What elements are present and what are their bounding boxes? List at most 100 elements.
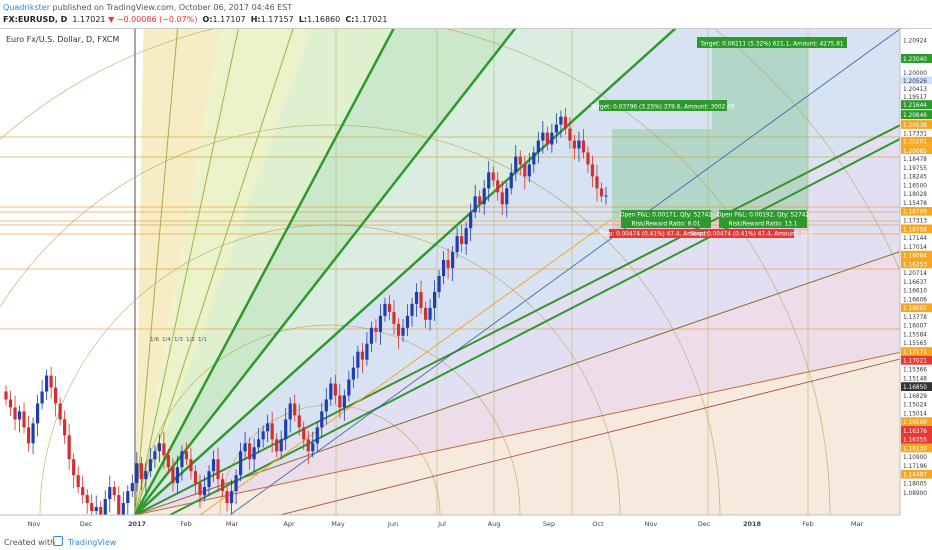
price-tag-text: 1.18758 bbox=[903, 227, 927, 233]
fan-ratio-label: 1/1 bbox=[198, 337, 207, 343]
gann-fan-wedge bbox=[135, 29, 221, 515]
candle-body bbox=[302, 427, 306, 440]
candle-body bbox=[342, 395, 346, 408]
price-tag bbox=[901, 206, 932, 216]
candle-body bbox=[284, 419, 288, 440]
fan-ray bbox=[134, 29, 179, 515]
time-tick-label: Sep bbox=[543, 520, 555, 528]
close-value: 1.17021 bbox=[354, 15, 388, 24]
candle-body bbox=[383, 303, 387, 316]
candle-body bbox=[238, 451, 243, 476]
price-tag bbox=[901, 364, 932, 374]
gann-arc bbox=[39, 224, 621, 515]
open-label: O: bbox=[202, 15, 213, 24]
pre-range-shade bbox=[0, 29, 135, 515]
candle-body bbox=[333, 383, 337, 396]
candle-body bbox=[455, 236, 459, 253]
tradingview-brand[interactable]: TradingView bbox=[68, 538, 117, 547]
candle-body bbox=[229, 491, 234, 504]
time-tick-label: Jun bbox=[387, 520, 398, 528]
candle-body bbox=[482, 188, 486, 205]
price-tag-text: 1.20924 bbox=[903, 38, 927, 44]
order-label-box bbox=[609, 229, 711, 238]
candle-body bbox=[423, 307, 428, 320]
time-tick-label: Oct bbox=[592, 520, 604, 528]
time-tick-label: Apr bbox=[283, 520, 295, 528]
time-tick-label: Mar bbox=[226, 520, 239, 528]
candle-body bbox=[193, 471, 198, 484]
candle-body bbox=[31, 423, 35, 444]
candle-body bbox=[252, 447, 256, 460]
price-tag bbox=[901, 242, 932, 252]
candle-body bbox=[554, 124, 558, 133]
price-tag-text: 1.15478 bbox=[903, 201, 927, 207]
price-tag bbox=[901, 110, 932, 120]
price-tag bbox=[901, 92, 932, 102]
price-tag-text: 1.17313 bbox=[903, 219, 927, 225]
price-tag-text: 1.16829 bbox=[903, 394, 927, 400]
publish-line: Quadrikster published on TradingView.com… bbox=[3, 3, 292, 12]
price-tag bbox=[901, 329, 932, 339]
candle-body bbox=[369, 327, 374, 344]
price-tag-text: 1.19755 bbox=[903, 166, 927, 172]
candle-body bbox=[568, 128, 572, 141]
candle-body bbox=[460, 236, 464, 245]
price-tag bbox=[901, 128, 932, 138]
created-with-text: Created with bbox=[4, 538, 56, 547]
time-tick-label: Feb bbox=[802, 520, 814, 528]
price-tag bbox=[901, 338, 932, 348]
candle-body bbox=[374, 327, 378, 332]
candle-body bbox=[76, 475, 80, 488]
candle-body bbox=[121, 503, 125, 515]
order-label-text: Target: 0.03796 (3.25%) 379.6, Amount: 3… bbox=[590, 105, 734, 111]
price-tag-text: 1.17014 bbox=[903, 245, 927, 251]
high-value: 1.17157 bbox=[260, 15, 294, 24]
candle-body bbox=[54, 387, 58, 404]
footer: Created with TradingView bbox=[0, 532, 932, 550]
candle-body bbox=[112, 487, 116, 496]
author-link[interactable]: Quadrikster bbox=[3, 3, 51, 12]
price-tag bbox=[901, 198, 932, 208]
price-tag-text: 1.18245 bbox=[903, 175, 927, 181]
time-tick-label: Nov bbox=[28, 520, 41, 528]
price-tag bbox=[901, 146, 932, 155]
chart-area[interactable]: 1/8 1/4 1/3 1/2 1/1 Target: 0.06211 (5.32%) 6… bbox=[0, 28, 932, 531]
candle-body bbox=[577, 140, 581, 149]
price-tag bbox=[901, 215, 932, 225]
price-tag-text: 1.16007 bbox=[903, 324, 927, 330]
candle-body bbox=[4, 391, 8, 400]
candle-body bbox=[338, 395, 342, 408]
price-tag-text: 1.16637 bbox=[903, 280, 927, 286]
candle-body bbox=[347, 379, 351, 396]
time-tick-label: 2017 bbox=[128, 520, 146, 528]
candle-body bbox=[351, 367, 355, 380]
order-label-text: Target: 0.06211 (5.32%) 621.1, Amount: 4… bbox=[699, 42, 843, 48]
change-value: −0.00086 (−0.07%) bbox=[116, 15, 198, 24]
candle-body bbox=[257, 439, 261, 448]
candle-body bbox=[171, 467, 175, 484]
ohlc-line: FX:EURUSD, D 1.17021 ▼ −0.00086 (−0.07%)… bbox=[3, 15, 387, 24]
candle-body bbox=[595, 176, 599, 189]
symbol-label: FX:EURUSD, D bbox=[3, 15, 68, 24]
candle-body bbox=[428, 307, 432, 320]
chart-svg[interactable]: 1/8 1/4 1/3 1/2 1/1 Target: 0.06211 (5.32%) 6… bbox=[0, 29, 932, 531]
candle-body bbox=[175, 467, 180, 484]
price-tag bbox=[901, 461, 932, 471]
time-tick-label: Dec bbox=[698, 520, 711, 528]
candle-body bbox=[320, 411, 324, 428]
candle-body bbox=[90, 503, 94, 512]
price-tag bbox=[901, 277, 932, 287]
price-tag-text: 1.16610 bbox=[903, 289, 927, 295]
order-label-box bbox=[599, 100, 727, 111]
price-tag bbox=[901, 68, 932, 78]
price-tag-text: 1.14487 bbox=[903, 473, 927, 479]
candle-body bbox=[464, 228, 468, 245]
candle-body bbox=[130, 483, 134, 492]
candle-body bbox=[356, 351, 360, 368]
candle-body bbox=[166, 455, 171, 468]
candle-body bbox=[487, 172, 491, 189]
candle-body bbox=[496, 180, 500, 193]
candle-body bbox=[261, 431, 265, 440]
candle-body bbox=[108, 487, 112, 500]
price-tag-text: 1.15565 bbox=[903, 341, 927, 347]
